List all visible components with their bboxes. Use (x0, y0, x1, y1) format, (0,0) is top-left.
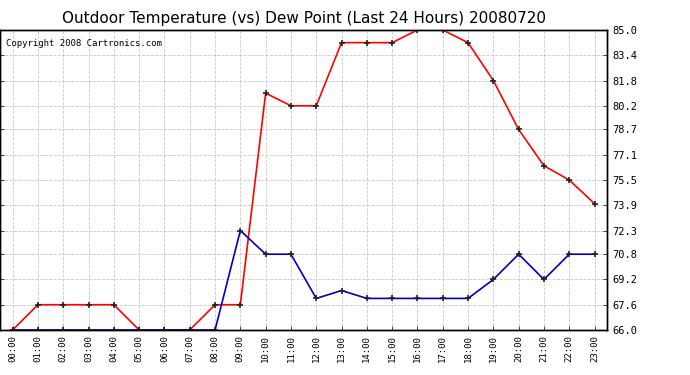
Text: Copyright 2008 Cartronics.com: Copyright 2008 Cartronics.com (6, 39, 162, 48)
Text: Outdoor Temperature (vs) Dew Point (Last 24 Hours) 20080720: Outdoor Temperature (vs) Dew Point (Last… (61, 11, 546, 26)
